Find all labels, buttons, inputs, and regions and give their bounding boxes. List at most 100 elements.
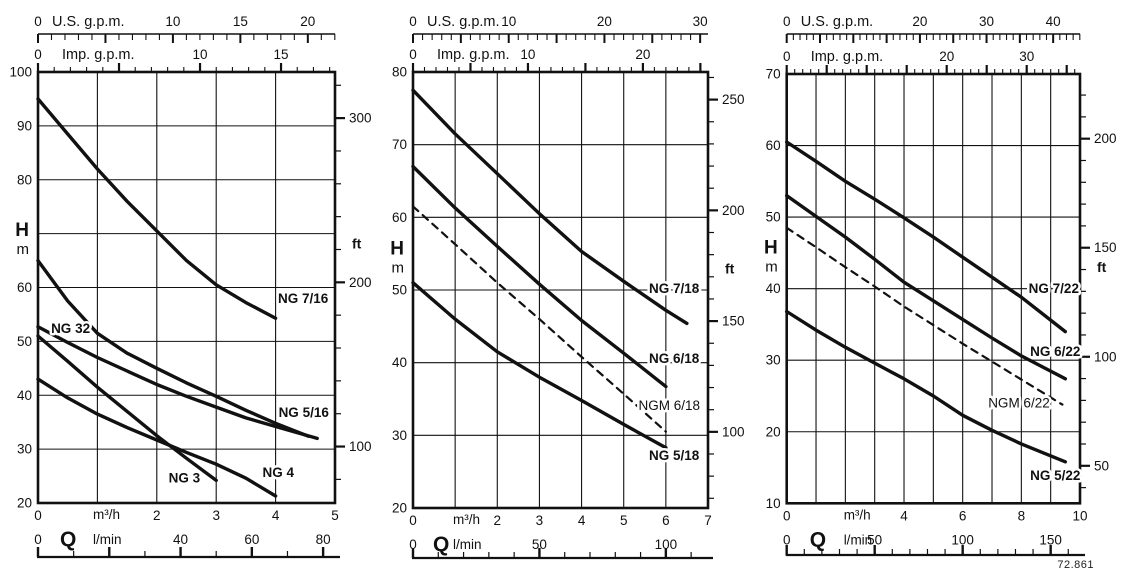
m3h-tick-label: 10 <box>1072 508 1087 523</box>
m3h-tick-label: 0 <box>34 508 42 523</box>
us-gpm-tick-label: 10 <box>165 14 180 29</box>
flow-unit-lmin: l/min <box>453 537 482 552</box>
ft-tick-label: 100 <box>722 424 745 439</box>
head-axis-m: 70 60 50 40 30 20 10 Hm <box>764 67 781 511</box>
head-m-tick-label: 60 <box>17 280 32 295</box>
m3h-tick-label: 4 <box>578 513 586 528</box>
grid <box>413 72 708 508</box>
imp-gpm-axis: 0 20 30 Imp. g.p.m. <box>783 49 1076 74</box>
flow-axis-symbol: Q <box>60 528 76 551</box>
m3h-tick-label: 5 <box>331 508 339 523</box>
imp-gpm-tick-label: 15 <box>274 47 289 62</box>
ft-tick-label: 150 <box>722 314 745 329</box>
imp-gpm-tick-label: 20 <box>939 49 954 64</box>
head-m-tick-label: 40 <box>766 281 781 296</box>
curves: NG 7/22 NG 6/22 NGM 6/22 NG 5/22 <box>785 140 1083 485</box>
head-m-tick-label: 10 <box>766 496 781 511</box>
m3h-tick-label: 4 <box>272 508 280 523</box>
ft-tick-label: 50 <box>1094 458 1109 473</box>
pump-curve-ng-7-16 <box>36 97 278 320</box>
lmin-tick-label: 0 <box>409 537 417 552</box>
head-m-tick-label: 60 <box>766 138 781 153</box>
lmin-tick-label: 50 <box>532 537 547 552</box>
pump-curve-ng-6-18 <box>411 164 668 389</box>
lmin-tick-label: 0 <box>34 532 42 547</box>
head-m-tick-label: 30 <box>766 353 781 368</box>
pump-curve-ng-4 <box>36 377 278 498</box>
curve-label-ng-5-16: NG 5/16 <box>279 405 330 420</box>
head-m-tick-label: 20 <box>392 501 407 516</box>
imp-gpm-axis-title: Imp. g.p.m. <box>62 47 135 63</box>
head-m-tick-label: 20 <box>17 496 32 511</box>
head-axis-unit-ft: ft <box>352 235 362 251</box>
lmin-tick-label: 50 <box>867 532 882 547</box>
head-m-tick-label: 60 <box>392 210 407 225</box>
head-m-tick-label: 80 <box>17 172 32 187</box>
flow-axis: 0 2 3 4 5 6 7 m³/h Q l/min 0 50 100 <box>409 512 712 556</box>
us-gpm-tick-label: 15 <box>233 14 248 29</box>
head-axis-symbol: H <box>390 238 404 259</box>
plot-border <box>36 70 337 505</box>
head-m-tick-label: 40 <box>392 355 407 370</box>
pump-curve-ng-5-18 <box>411 281 668 450</box>
m3h-tick-label: 2 <box>494 513 502 528</box>
head-m-tick-label: 90 <box>17 118 32 133</box>
flow-axis: 0 4 6 8 10 m³/h Q l/min 0 50 100 150 <box>783 507 1088 551</box>
lmin-tick-label: 80 <box>316 532 331 547</box>
pump-curve-ng-7-18 <box>411 88 689 326</box>
imp-gpm-axis-title: Imp. g.p.m. <box>811 49 884 65</box>
ft-tick-label: 250 <box>722 92 745 107</box>
head-m-tick-label: 30 <box>17 442 32 457</box>
figure-number: 72.861 <box>1057 559 1094 571</box>
us-gpm-tick-label: 0 <box>34 14 42 29</box>
grid <box>38 72 335 503</box>
flow-unit-m3h: m³/h <box>93 507 120 522</box>
us-gpm-tick-label: 20 <box>300 14 315 29</box>
head-m-tick-label: 50 <box>766 210 781 225</box>
pump-curve-ng-5-22 <box>785 309 1068 464</box>
us-gpm-tick-label: 0 <box>409 14 417 29</box>
head-axis-m: 100 90 80 60 50 40 30 20 Hm <box>9 65 32 511</box>
flow-axis: 0 2 3 4 5 m³/h Q l/min 0 40 60 80 <box>34 507 339 551</box>
head-axis-ft: 50 100 150 200 ft <box>1080 94 1117 489</box>
lmin-ruler <box>36 547 340 559</box>
imp-gpm-tick-label: 10 <box>520 47 535 62</box>
m3h-tick-label: 3 <box>536 513 544 528</box>
flow-unit-lmin: l/min <box>93 532 122 547</box>
lmin-tick-label: 60 <box>244 532 259 547</box>
head-m-tick-label: 100 <box>9 65 32 80</box>
head-axis-ft: 100 150 200 250 ft <box>708 76 745 499</box>
head-axis-unit-ft: ft <box>725 261 735 277</box>
head-m-tick-label: 30 <box>392 428 407 443</box>
curve-label-ngm-6-22: NGM 6/22 <box>988 396 1050 411</box>
pump-curve-ng-7-22 <box>785 140 1068 334</box>
head-axis-symbol: H <box>764 237 778 258</box>
curve-label-ng-6-18: NG 6/18 <box>649 351 700 366</box>
curve-label-ng-7-18: NG 7/18 <box>649 281 700 296</box>
curves: NG 7/16 NG 5/16 NG 32 NG 3 NG 4 <box>36 97 332 498</box>
imp-gpm-axis: 0 10 15 Imp. g.p.m. <box>34 47 331 72</box>
head-m-tick-label: 80 <box>392 65 407 80</box>
flow-axis-symbol: Q <box>810 528 826 551</box>
curve-label-ng-4: NG 4 <box>263 465 295 480</box>
head-axis-m: 80 70 60 50 40 30 20 Hm <box>390 65 407 516</box>
head-m-tick-label: 70 <box>392 137 407 152</box>
head-axis-symbol: H <box>15 220 29 241</box>
pump-curve-ng-32 <box>36 325 319 441</box>
m3h-tick-label: 3 <box>212 508 220 523</box>
head-m-tick-label: 70 <box>766 67 781 82</box>
curve-label-ng-6-22: NG 6/22 <box>1030 344 1080 359</box>
lmin-tick-label: 100 <box>951 532 974 547</box>
imp-gpm-tick-label: 30 <box>1019 49 1034 64</box>
pump-curve-ng-5-16 <box>36 258 310 438</box>
us-gpm-tick-label: 0 <box>783 14 791 29</box>
m3h-tick-label: 7 <box>704 513 712 528</box>
ft-tick-label: 200 <box>1094 131 1117 146</box>
curve-label-ng-5-22: NG 5/22 <box>1030 468 1080 483</box>
us-gpm-axis-title: U.S. g.p.m. <box>427 14 500 30</box>
m3h-tick-label: 0 <box>783 508 791 523</box>
